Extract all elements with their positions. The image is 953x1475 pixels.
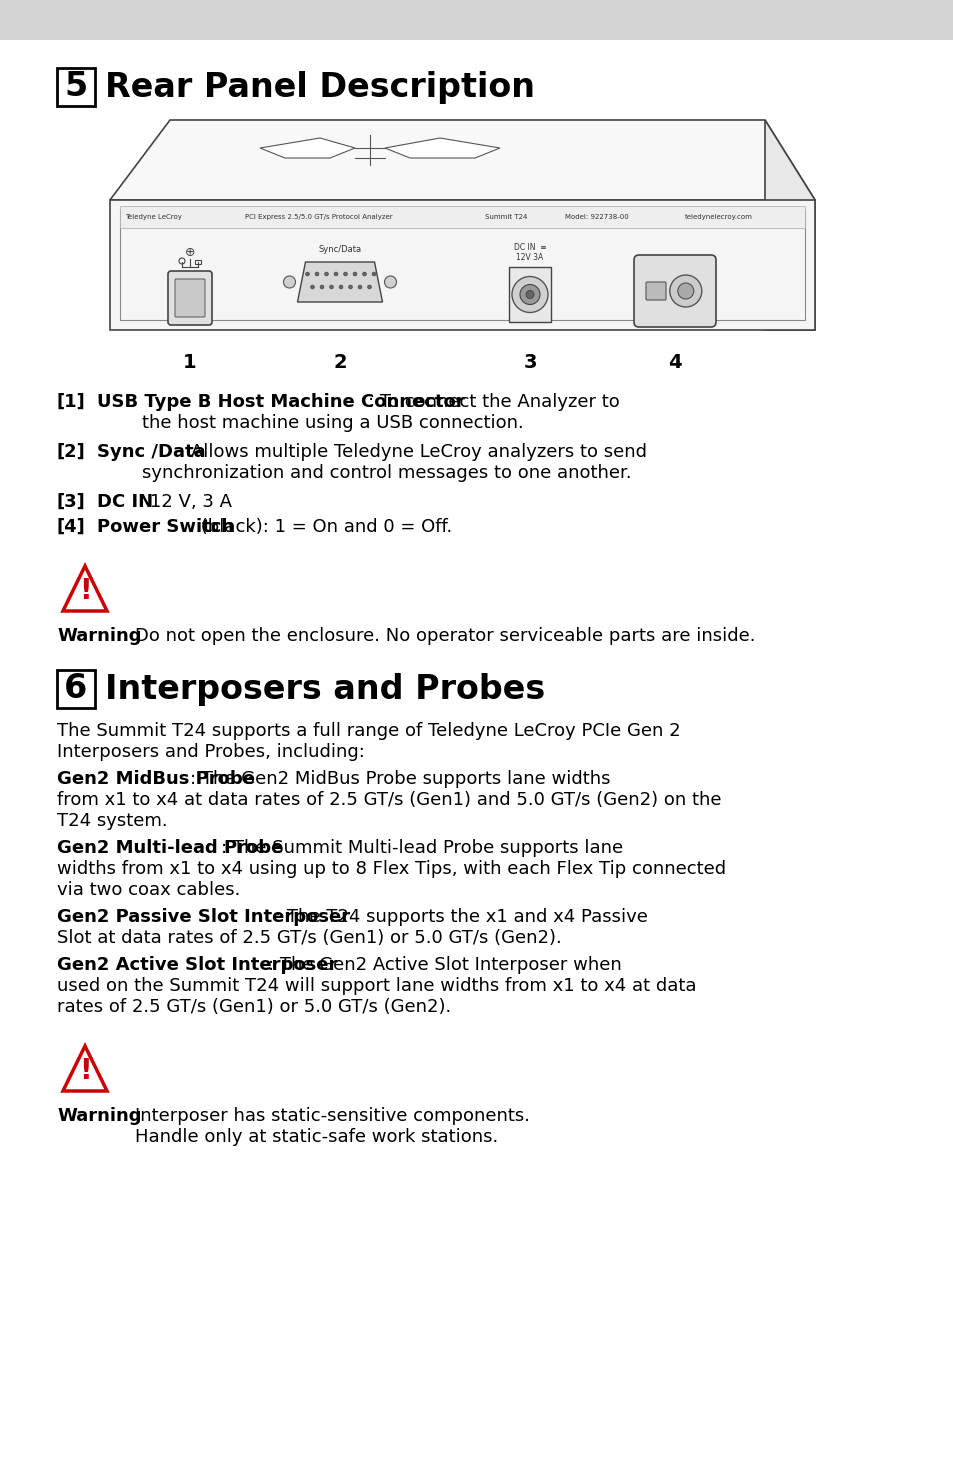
Polygon shape	[63, 566, 107, 611]
Text: DC IN  ≡: DC IN ≡	[513, 242, 546, 252]
Text: widths from x1 to x4 using up to 8 Flex Tips, with each Flex Tip connected: widths from x1 to x4 using up to 8 Flex …	[57, 860, 725, 878]
Circle shape	[669, 274, 701, 307]
Text: Warning: Warning	[57, 1108, 141, 1125]
FancyBboxPatch shape	[174, 279, 205, 317]
Text: 5: 5	[64, 71, 88, 103]
Text: PCI Express 2.5/5.0 GT/s Protocol Analyzer: PCI Express 2.5/5.0 GT/s Protocol Analyz…	[245, 214, 393, 220]
Circle shape	[319, 285, 324, 289]
Text: ⊕: ⊕	[185, 245, 195, 258]
Text: Gen2 Active Slot Interposer: Gen2 Active Slot Interposer	[57, 956, 337, 974]
Text: Slot at data rates of 2.5 GT/s (Gen1) or 5.0 GT/s (Gen2).: Slot at data rates of 2.5 GT/s (Gen1) or…	[57, 929, 561, 947]
Text: : The T24 supports the x1 and x4 Passive: : The T24 supports the x1 and x4 Passive	[275, 909, 648, 926]
Text: 1: 1	[183, 353, 196, 372]
Text: Sync/Data: Sync/Data	[318, 245, 361, 255]
Text: Do not open the enclosure. No operator serviceable parts are inside.: Do not open the enclosure. No operator s…	[135, 627, 755, 645]
Polygon shape	[63, 1046, 107, 1092]
Text: : The Summit Multi-lead Probe supports lane: : The Summit Multi-lead Probe supports l…	[220, 839, 622, 857]
Text: 6: 6	[64, 673, 88, 705]
Circle shape	[329, 285, 334, 289]
Circle shape	[367, 285, 371, 289]
Text: [1]: [1]	[57, 392, 86, 412]
Circle shape	[338, 285, 343, 289]
Circle shape	[283, 276, 295, 288]
Text: Model: 922738-00: Model: 922738-00	[564, 214, 628, 220]
Text: Gen2 Multi-lead Probe: Gen2 Multi-lead Probe	[57, 839, 283, 857]
Circle shape	[525, 291, 534, 298]
FancyBboxPatch shape	[57, 68, 95, 106]
Text: synchronization and control messages to one another.: synchronization and control messages to …	[142, 465, 631, 482]
FancyBboxPatch shape	[645, 282, 665, 299]
Circle shape	[334, 271, 337, 276]
Text: : The Gen2 MidBus Probe supports lane widths: : The Gen2 MidBus Probe supports lane wi…	[190, 770, 610, 788]
Text: [3]: [3]	[57, 493, 86, 510]
Text: !: !	[78, 1056, 91, 1084]
Circle shape	[305, 271, 309, 276]
Text: The Summit T24 supports a full range of Teledyne LeCroy PCIe Gen 2: The Summit T24 supports a full range of …	[57, 721, 679, 740]
FancyBboxPatch shape	[110, 201, 814, 330]
Circle shape	[362, 271, 366, 276]
Circle shape	[372, 271, 375, 276]
Text: used on the Summit T24 will support lane widths from x1 to x4 at data: used on the Summit T24 will support lane…	[57, 976, 696, 996]
Text: Teledyne LeCroy: Teledyne LeCroy	[125, 214, 182, 220]
FancyBboxPatch shape	[634, 255, 716, 327]
Polygon shape	[385, 139, 499, 158]
FancyBboxPatch shape	[194, 260, 201, 264]
Text: Sync /Data: Sync /Data	[97, 442, 206, 462]
Circle shape	[519, 285, 539, 304]
Text: Interposers and Probes: Interposers and Probes	[105, 673, 545, 705]
Text: Warning: Warning	[57, 627, 141, 645]
Text: Power Switch: Power Switch	[97, 518, 233, 535]
Text: : The Gen2 Active Slot Interposer when: : The Gen2 Active Slot Interposer when	[268, 956, 620, 974]
Text: : Allows multiple Teledyne LeCroy analyzers to send: : Allows multiple Teledyne LeCroy analyz…	[179, 442, 646, 462]
Text: via two coax cables.: via two coax cables.	[57, 881, 240, 898]
FancyBboxPatch shape	[509, 267, 551, 322]
FancyBboxPatch shape	[57, 670, 95, 708]
Text: the host machine using a USB connection.: the host machine using a USB connection.	[142, 414, 523, 432]
Text: : To connect the Analyzer to: : To connect the Analyzer to	[367, 392, 618, 412]
FancyBboxPatch shape	[120, 207, 804, 229]
Text: Gen2 MidBus Probe: Gen2 MidBus Probe	[57, 770, 254, 788]
Polygon shape	[110, 119, 814, 201]
Text: 2: 2	[333, 353, 347, 372]
Text: T24 system.: T24 system.	[57, 813, 168, 830]
Polygon shape	[764, 119, 814, 330]
Text: : 12 V, 3 A: : 12 V, 3 A	[138, 493, 232, 510]
Text: Rear Panel Description: Rear Panel Description	[105, 71, 535, 103]
Polygon shape	[260, 139, 355, 158]
Text: 12V 3A: 12V 3A	[516, 252, 543, 261]
Text: Handle only at static-safe work stations.: Handle only at static-safe work stations…	[135, 1128, 497, 1146]
Text: Gen2 Passive Slot Interposer: Gen2 Passive Slot Interposer	[57, 909, 350, 926]
Circle shape	[314, 271, 318, 276]
Text: DC IN: DC IN	[97, 493, 153, 510]
Text: 3: 3	[522, 353, 537, 372]
Circle shape	[357, 285, 361, 289]
Text: (black): 1 = On and 0 = Off.: (black): 1 = On and 0 = Off.	[195, 518, 452, 535]
Circle shape	[384, 276, 396, 288]
Circle shape	[348, 285, 352, 289]
Text: 4: 4	[667, 353, 681, 372]
Text: !: !	[78, 577, 91, 605]
Text: Interposers and Probes, including:: Interposers and Probes, including:	[57, 743, 364, 761]
Circle shape	[677, 283, 693, 299]
Text: [2]: [2]	[57, 442, 86, 462]
Text: USB Type B Host Machine Connector: USB Type B Host Machine Connector	[97, 392, 464, 412]
Text: Summit T24: Summit T24	[484, 214, 527, 220]
Circle shape	[310, 285, 314, 289]
Circle shape	[512, 276, 547, 313]
Text: from x1 to x4 at data rates of 2.5 GT/s (Gen1) and 5.0 GT/s (Gen2) on the: from x1 to x4 at data rates of 2.5 GT/s …	[57, 791, 720, 808]
Text: [4]: [4]	[57, 518, 86, 535]
Circle shape	[179, 258, 185, 264]
Polygon shape	[297, 263, 382, 302]
Circle shape	[343, 271, 347, 276]
FancyBboxPatch shape	[168, 271, 212, 324]
Text: teledynelecroy.com: teledynelecroy.com	[684, 214, 752, 220]
Circle shape	[353, 271, 356, 276]
Circle shape	[324, 271, 328, 276]
Text: rates of 2.5 GT/s (Gen1) or 5.0 GT/s (Gen2).: rates of 2.5 GT/s (Gen1) or 5.0 GT/s (Ge…	[57, 999, 451, 1016]
FancyBboxPatch shape	[120, 209, 804, 320]
Text: Interposer has static-sensitive components.: Interposer has static-sensitive componen…	[135, 1108, 530, 1125]
FancyBboxPatch shape	[0, 0, 953, 40]
